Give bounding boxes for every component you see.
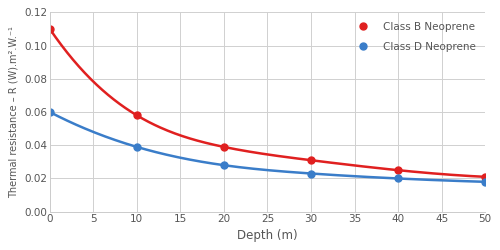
Class B Neoprene — [482, 175, 488, 178]
Class B Neoprene — [395, 169, 401, 172]
Class B Neoprene — [221, 146, 227, 148]
Class B Neoprene — [134, 114, 140, 117]
Y-axis label: Thermal resistance – R (W).m².W.⁻¹: Thermal resistance – R (W).m².W.⁻¹ — [8, 26, 18, 198]
Class D Neoprene — [395, 177, 401, 180]
Line: Class B Neoprene: Class B Neoprene — [46, 26, 488, 180]
Legend: Class B Neoprene, Class D Neoprene: Class B Neoprene, Class D Neoprene — [348, 18, 480, 56]
Class D Neoprene — [47, 110, 53, 114]
X-axis label: Depth (m): Depth (m) — [237, 229, 298, 242]
Class B Neoprene — [308, 159, 314, 162]
Class B Neoprene — [47, 28, 53, 30]
Class D Neoprene — [308, 172, 314, 175]
Line: Class D Neoprene: Class D Neoprene — [46, 108, 488, 185]
Class D Neoprene — [482, 180, 488, 183]
Class D Neoprene — [221, 164, 227, 167]
Class D Neoprene — [134, 146, 140, 148]
